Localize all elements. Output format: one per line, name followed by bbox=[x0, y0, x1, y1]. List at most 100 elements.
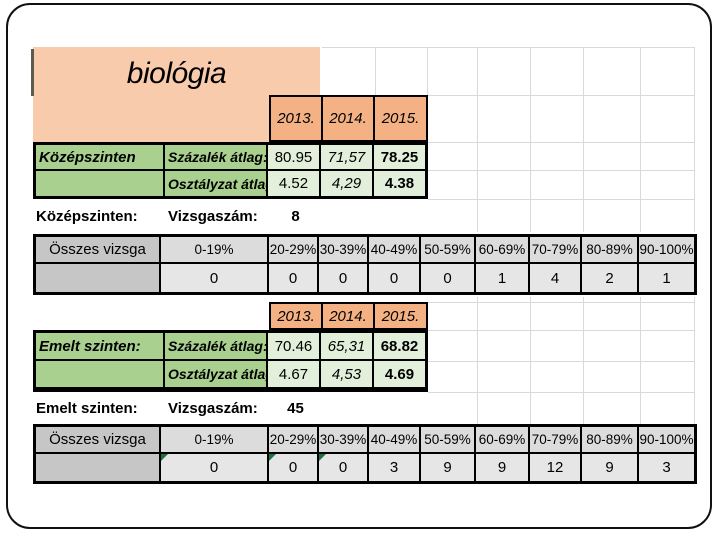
gridline bbox=[322, 47, 694, 48]
mid-year-header-row: 2013. 2014. 2015. bbox=[269, 95, 428, 142]
green-corner-triangle-icon bbox=[269, 454, 276, 461]
gridline bbox=[428, 95, 694, 96]
green-corner-triangle-icon bbox=[319, 454, 326, 461]
range-header-cell: 40-49% bbox=[369, 237, 419, 262]
distribution-empty-cell bbox=[36, 454, 159, 481]
empty-green-cell bbox=[36, 171, 163, 196]
gridline bbox=[583, 297, 584, 424]
gridline bbox=[428, 361, 694, 362]
percent-average-2015-cell: 78.25 bbox=[374, 145, 425, 169]
range-header-cell: 70-79% bbox=[530, 237, 580, 262]
count-cell: 0 bbox=[319, 454, 367, 481]
percent-average-2015-cell: 68.82 bbox=[374, 333, 425, 359]
adv-level-label-cell: Emelt szinten: bbox=[36, 333, 163, 359]
count-cell: 0 bbox=[319, 264, 367, 292]
count-cell: 9 bbox=[476, 454, 528, 481]
count-cell: 3 bbox=[369, 454, 419, 481]
banner-left-tick bbox=[31, 49, 34, 96]
count-cell: 9 bbox=[582, 454, 637, 481]
adv-averages-table: Emelt szinten: Százalék átlag: 70.46 65,… bbox=[33, 330, 428, 392]
grade-average-2013-cell: 4.52 bbox=[268, 171, 319, 196]
range-header-cell: 40-49% bbox=[369, 427, 419, 452]
grade-average-2014-cell: 4,29 bbox=[321, 171, 372, 196]
range-header-cell: 30-39% bbox=[319, 237, 367, 262]
green-corner-triangle-icon bbox=[161, 454, 168, 461]
range-header-cell: 50-59% bbox=[421, 427, 474, 452]
count-cell: 9 bbox=[421, 454, 474, 481]
gridline bbox=[428, 302, 694, 303]
count-cell: 0 bbox=[369, 264, 419, 292]
count-cell: 0 bbox=[421, 264, 474, 292]
year-header-cell: 2013. bbox=[271, 97, 321, 140]
gridline bbox=[530, 297, 531, 424]
adv-exam-count-value: 45 bbox=[287, 399, 304, 417]
year-header-cell: 2015. bbox=[375, 97, 426, 140]
range-header-cell: 0-19% bbox=[161, 427, 267, 452]
count-cell: 0 bbox=[161, 454, 267, 481]
year-header-cell: 2014. bbox=[323, 97, 373, 140]
grade-average-label-cell: Osztályzat átlag: bbox=[165, 361, 278, 387]
range-header-cell: 80-89% bbox=[582, 427, 637, 452]
range-header-cell: 60-69% bbox=[476, 237, 528, 262]
gridline bbox=[428, 142, 694, 143]
range-header-cell: 90-100% bbox=[639, 237, 694, 262]
empty-green-cell bbox=[36, 361, 163, 387]
year-header-cell: 2015. bbox=[375, 304, 426, 328]
range-header-cell: 0-19% bbox=[161, 237, 267, 262]
year-header-cell: 2013. bbox=[271, 304, 321, 328]
subject-title: biológia bbox=[126, 57, 227, 90]
range-header-cell: 70-79% bbox=[530, 427, 580, 452]
distribution-empty-cell bbox=[36, 264, 159, 292]
count-cell: 4 bbox=[530, 264, 580, 292]
percent-average-2013-cell: 80.95 bbox=[268, 145, 319, 169]
range-header-cell: 20-29% bbox=[269, 237, 317, 262]
gridline bbox=[583, 47, 584, 232]
count-cell: 3 bbox=[639, 454, 694, 481]
percent-average-2014-cell: 71,57 bbox=[321, 145, 372, 169]
gridline bbox=[694, 47, 695, 232]
gridline bbox=[427, 47, 428, 95]
percent-average-label-cell: Százalék átlag: bbox=[165, 145, 268, 169]
range-header-cell: 50-59% bbox=[421, 237, 474, 262]
gridline bbox=[428, 330, 694, 331]
percent-average-label-cell: Százalék átlag: bbox=[165, 333, 268, 359]
grade-average-2015-cell: 4.38 bbox=[374, 171, 425, 196]
exam-count-label: Vizsgaszám: bbox=[168, 208, 258, 225]
count-cell: 0 bbox=[269, 454, 317, 481]
grade-average-2015-cell: 4.69 bbox=[374, 361, 425, 387]
adv-distribution-table: Összes vizsga 0-19% 20-29% 30-39% 40-49%… bbox=[33, 424, 697, 484]
grade-average-label-cell: Osztályzat átlag: bbox=[165, 171, 278, 196]
mid-exam-count-value: 8 bbox=[291, 208, 300, 225]
gridline bbox=[694, 297, 695, 424]
gridline bbox=[428, 392, 694, 393]
distribution-header-cell: Összes vizsga bbox=[36, 427, 159, 452]
range-header-cell: 30-39% bbox=[319, 427, 367, 452]
percent-average-2014-cell: 65,31 bbox=[321, 333, 372, 359]
gridline bbox=[640, 297, 641, 424]
count-cell: 12 bbox=[530, 454, 580, 481]
grade-average-2013-cell: 4.67 bbox=[268, 361, 319, 387]
adv-exam-count-row: Emelt szinten: Vizsgaszám: 45 bbox=[33, 392, 428, 424]
count-cell: 1 bbox=[639, 264, 694, 292]
mid-exam-count-row: Középszinten: Vizsgaszám: 8 bbox=[33, 199, 428, 234]
mid-exam-row-label: Középszinten: bbox=[36, 208, 138, 225]
gridline bbox=[477, 47, 478, 232]
range-header-cell: 90-100% bbox=[639, 427, 694, 452]
count-cell: 2 bbox=[582, 264, 637, 292]
gridline bbox=[477, 297, 478, 424]
count-cell: 1 bbox=[476, 264, 528, 292]
gridline bbox=[428, 199, 694, 200]
gridline bbox=[530, 47, 531, 232]
mid-distribution-table: Összes vizsga 0-19% 20-29% 30-39% 40-49%… bbox=[33, 234, 697, 295]
adv-exam-row-label: Emelt szinten: bbox=[36, 399, 138, 417]
exam-count-label: Vizsgaszám: bbox=[168, 399, 258, 417]
adv-year-header-row: 2013. 2014. 2015. bbox=[269, 302, 428, 330]
gridline bbox=[375, 47, 376, 95]
range-header-cell: 20-29% bbox=[269, 427, 317, 452]
year-header-cell: 2014. bbox=[323, 304, 373, 328]
percent-average-2013-cell: 70.46 bbox=[268, 333, 319, 359]
range-header-cell: 80-89% bbox=[582, 237, 637, 262]
count-cell: 0 bbox=[161, 264, 267, 292]
distribution-header-cell: Összes vizsga bbox=[36, 237, 159, 262]
